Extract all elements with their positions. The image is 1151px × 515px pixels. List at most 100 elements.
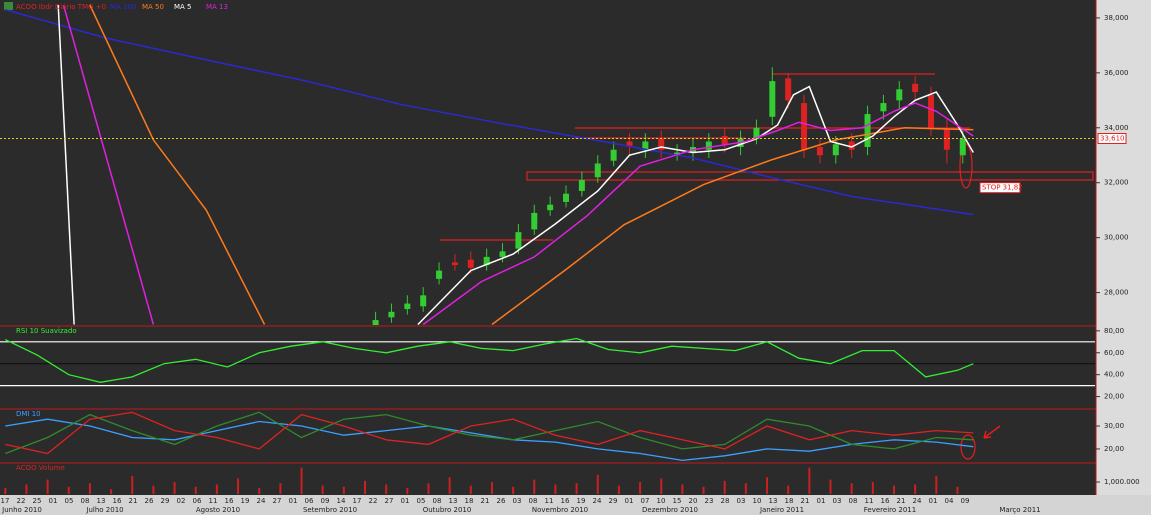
candle-body [848, 141, 855, 150]
month-label: Junho 2010 [1, 506, 42, 514]
volume-bar [152, 485, 155, 494]
series-line [5, 411, 974, 455]
candle-body [928, 94, 935, 128]
legend-entry: MA 5 [174, 3, 192, 11]
day-label: 22 [369, 497, 378, 505]
candle-body [943, 127, 950, 150]
volume-bar [237, 478, 240, 494]
day-label: 05 [65, 497, 74, 505]
candle-body [436, 270, 443, 279]
day-label: 13 [449, 497, 458, 505]
day-label: 13 [97, 497, 106, 505]
volume-bar [490, 482, 493, 494]
candle-body [705, 141, 712, 150]
day-label: 14 [337, 497, 346, 505]
y-tick-label: 30,000 [1104, 234, 1129, 242]
day-label: 05 [417, 497, 426, 505]
volume-bar [4, 488, 7, 494]
candle-body [467, 259, 474, 268]
y-tick-label: 1,000.000 [1104, 478, 1140, 486]
day-label: 17 [1, 497, 10, 505]
day-label: 25 [33, 497, 42, 505]
volume-bar [194, 486, 197, 494]
legend-entry: MA 200 [110, 3, 136, 11]
day-label: 28 [721, 497, 730, 505]
day-label: 01 [625, 497, 634, 505]
day-label: 08 [529, 497, 538, 505]
panel-title: ACOO Ibdr Diário TMG +0 [16, 3, 106, 11]
day-label: 26 [145, 497, 154, 505]
volume-bar [808, 467, 811, 494]
volume-bar [575, 483, 578, 494]
day-label: 10 [753, 497, 762, 505]
candle-body [864, 114, 871, 148]
candle-body [832, 144, 839, 156]
day-label: 10 [657, 497, 666, 505]
day-label: 09 [321, 497, 330, 505]
month-label: Janeiro 2011 [759, 506, 804, 514]
volume-bar [766, 477, 769, 494]
value-axis-area [1096, 0, 1151, 495]
volume-bar [596, 474, 599, 494]
volume-bar [681, 484, 684, 494]
month-label: Novembro 2010 [532, 506, 588, 514]
candle-body [658, 138, 665, 150]
day-label: 11 [209, 497, 218, 505]
day-label: 01 [401, 497, 410, 505]
volume-bar [533, 479, 536, 494]
candle-body [420, 295, 427, 307]
panel-borders [0, 0, 1097, 495]
day-label: 03 [737, 497, 746, 505]
month-label: Março 2011 [999, 506, 1040, 514]
logo [4, 2, 13, 10]
support-zone [526, 171, 1094, 181]
volume-bar [300, 467, 303, 494]
day-label: 08 [849, 497, 858, 505]
candle-body [499, 251, 506, 257]
series-line [89, 5, 974, 325]
day-label: 03 [513, 497, 522, 505]
day-label: 18 [465, 497, 474, 505]
day-label: 16 [113, 497, 122, 505]
y-tick-label: 80,00 [1104, 327, 1124, 335]
day-label: 16 [225, 497, 234, 505]
candle-body [880, 103, 887, 112]
legend-entry: MA 13 [206, 3, 228, 11]
highlight-ellipse [959, 143, 973, 189]
candle-body [563, 193, 570, 202]
volume-bar [25, 484, 28, 494]
month-label: Dezembro 2010 [642, 506, 698, 514]
volume-bar [639, 482, 642, 494]
candle-body [372, 320, 379, 325]
volume-bar [88, 483, 91, 494]
candle-body [721, 136, 728, 145]
candle-body [547, 204, 554, 211]
panel [5, 411, 974, 462]
volume-bar [46, 479, 49, 494]
day-label: 27 [385, 497, 394, 505]
volume-bar [364, 480, 366, 494]
series-line [5, 337, 974, 383]
day-label: 01 [929, 497, 938, 505]
day-label: 29 [161, 497, 170, 505]
candle-body [801, 103, 808, 150]
candle-body [404, 303, 411, 310]
day-label: 20 [689, 497, 698, 505]
candle-body [753, 127, 760, 139]
candle-body [912, 83, 919, 93]
day-label: 11 [545, 497, 554, 505]
candle-body [896, 89, 903, 101]
volume-bar [279, 483, 282, 494]
day-label: 21 [897, 497, 906, 505]
day-label: 04 [945, 497, 954, 505]
day-label: 21 [129, 497, 138, 505]
day-label: 21 [481, 497, 490, 505]
volume-bar [321, 485, 324, 494]
day-label: 13 [769, 497, 778, 505]
day-label: 01 [289, 497, 298, 505]
candle-body [785, 78, 792, 101]
candle-body [642, 141, 649, 150]
month-label: Setembro 2010 [303, 506, 357, 514]
day-label: 07 [641, 497, 650, 505]
panel-title: ACOO Volume [16, 464, 65, 472]
